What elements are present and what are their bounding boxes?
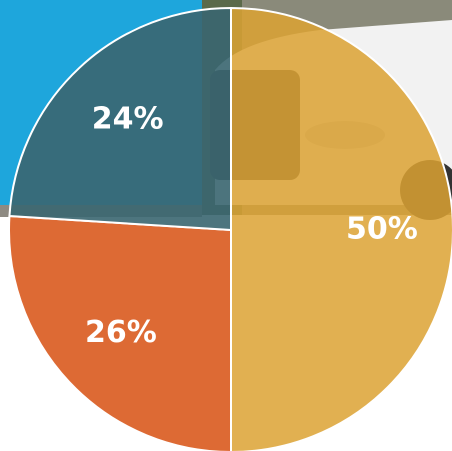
pie-slice	[8, 215, 232, 451]
pie-slice	[230, 6, 452, 451]
pie-slice	[8, 6, 232, 232]
data-label: 50%	[346, 212, 418, 247]
data-label: 26%	[85, 315, 157, 350]
data-label: 24%	[92, 101, 164, 136]
